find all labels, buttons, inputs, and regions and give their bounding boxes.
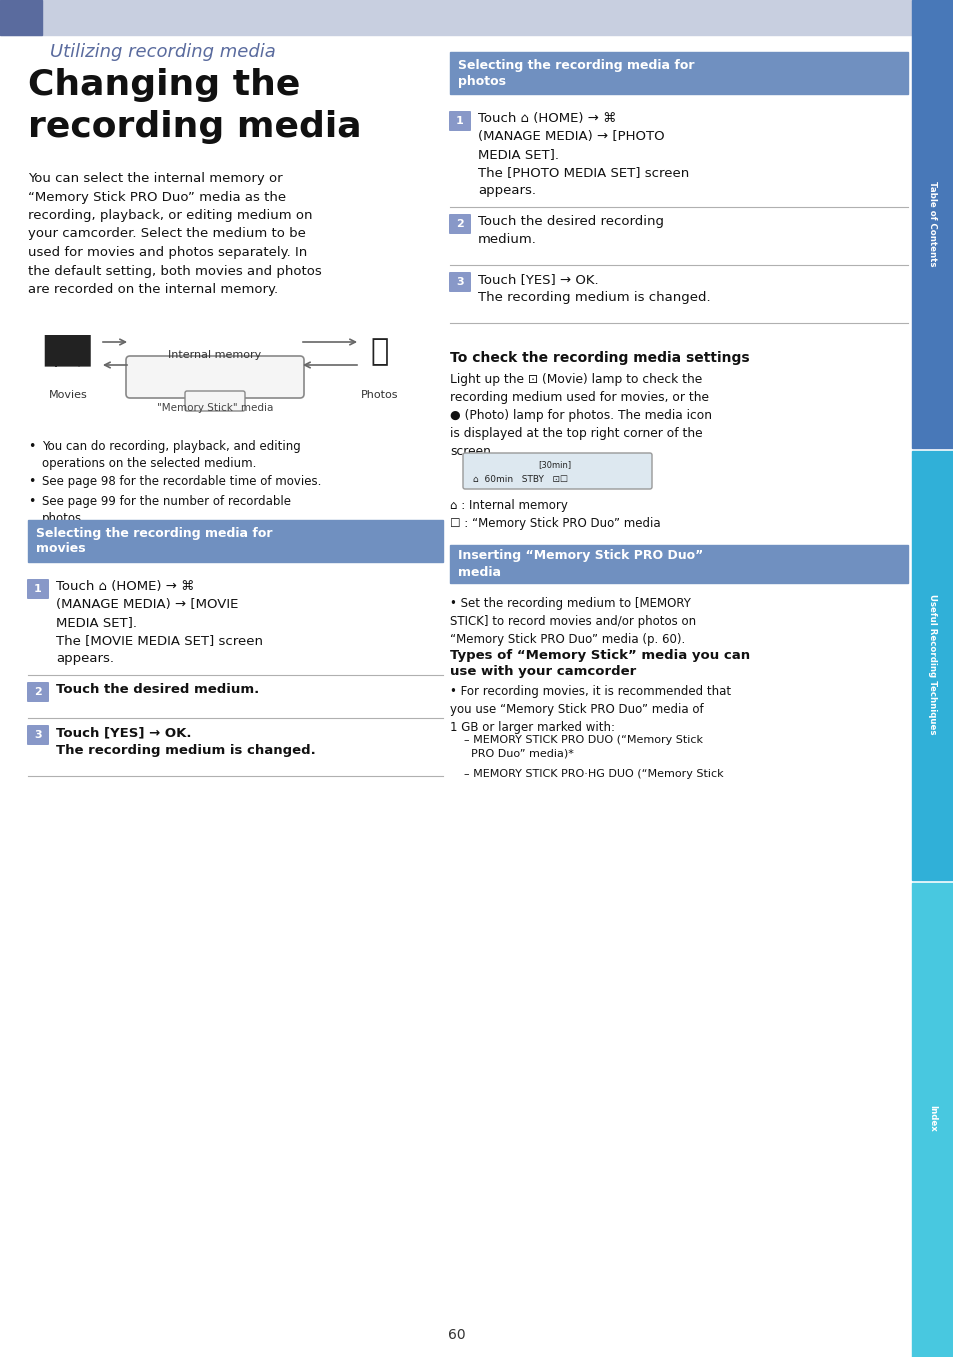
Text: •: • bbox=[28, 440, 35, 453]
Text: You can do recording, playback, and editing
operations on the selected medium.: You can do recording, playback, and edit… bbox=[42, 440, 300, 470]
Bar bbox=[0, 0, 953, 35]
Text: 2: 2 bbox=[34, 687, 42, 697]
Text: Selecting the recording media for
movies: Selecting the recording media for movies bbox=[36, 527, 273, 555]
Text: Movies: Movies bbox=[49, 389, 88, 400]
Text: 3: 3 bbox=[456, 277, 463, 286]
Text: 1: 1 bbox=[456, 115, 463, 126]
Text: – MEMORY STICK PRO DUO (“Memory Stick
      PRO Duo” media)*: – MEMORY STICK PRO DUO (“Memory Stick PR… bbox=[450, 735, 702, 759]
Text: "Memory Stick" media: "Memory Stick" media bbox=[156, 403, 273, 413]
Text: ⌂ : Internal memory: ⌂ : Internal memory bbox=[450, 499, 567, 512]
FancyBboxPatch shape bbox=[27, 579, 49, 598]
Text: Photos: Photos bbox=[361, 389, 398, 400]
Text: Touch [YES] → OK.
The recording medium is changed.: Touch [YES] → OK. The recording medium i… bbox=[56, 726, 315, 757]
Text: ⬛: ⬛ bbox=[371, 338, 389, 366]
Text: Utilizing recording media: Utilizing recording media bbox=[50, 43, 275, 61]
Text: See page 98 for the recordable time of movies.: See page 98 for the recordable time of m… bbox=[42, 475, 321, 489]
Text: Changing the: Changing the bbox=[28, 68, 300, 102]
Text: Selecting the recording media for
photos: Selecting the recording media for photos bbox=[457, 58, 694, 87]
Bar bbox=[450, 52, 907, 94]
Text: ⌂  60min   STBY   ⊡☐: ⌂ 60min STBY ⊡☐ bbox=[473, 475, 568, 483]
Bar bbox=[911, 883, 953, 1357]
Text: ☐ : “Memory Stick PRO Duo” media: ☐ : “Memory Stick PRO Duo” media bbox=[450, 517, 659, 531]
Bar bbox=[911, 451, 953, 879]
Text: 3: 3 bbox=[34, 730, 42, 740]
Text: • For recording movies, it is recommended that
you use “Memory Stick PRO Duo” me: • For recording movies, it is recommende… bbox=[450, 685, 730, 734]
Text: Useful Recording Techniques: Useful Recording Techniques bbox=[927, 594, 937, 734]
FancyBboxPatch shape bbox=[126, 356, 304, 398]
Text: 2: 2 bbox=[456, 218, 463, 229]
Text: See page 99 for the number of recordable
photos.: See page 99 for the number of recordable… bbox=[42, 495, 291, 525]
FancyBboxPatch shape bbox=[27, 725, 49, 745]
Text: Touch the desired medium.: Touch the desired medium. bbox=[56, 683, 259, 696]
Text: – MEMORY STICK PRO·HG DUO (“Memory Stick: – MEMORY STICK PRO·HG DUO (“Memory Stick bbox=[450, 769, 723, 779]
Text: Table of Contents: Table of Contents bbox=[927, 182, 937, 267]
Text: 60: 60 bbox=[448, 1329, 465, 1342]
FancyBboxPatch shape bbox=[449, 271, 471, 292]
Text: •: • bbox=[28, 495, 35, 508]
Text: recording media: recording media bbox=[28, 110, 361, 144]
Text: Index: Index bbox=[927, 1105, 937, 1132]
Text: Inserting “Memory Stick PRO Duo”
media: Inserting “Memory Stick PRO Duo” media bbox=[457, 550, 702, 578]
Text: You can select the internal memory or
“Memory Stick PRO Duo” media as the
record: You can select the internal memory or “M… bbox=[28, 172, 321, 296]
Text: Touch ⌂ (HOME) → ⌘
(MANAGE MEDIA) → [PHOTO
MEDIA SET].
The [PHOTO MEDIA SET] scr: Touch ⌂ (HOME) → ⌘ (MANAGE MEDIA) → [PHO… bbox=[477, 113, 688, 197]
FancyBboxPatch shape bbox=[449, 214, 471, 233]
Text: ▐█▌: ▐█▌ bbox=[32, 334, 103, 366]
Text: [30min]: [30min] bbox=[537, 460, 571, 470]
Bar bbox=[450, 546, 907, 584]
Bar bbox=[28, 520, 442, 562]
Text: •: • bbox=[28, 475, 35, 489]
Text: Light up the ⊡ (Movie) lamp to check the
recording medium used for movies, or th: Light up the ⊡ (Movie) lamp to check the… bbox=[450, 373, 711, 459]
Text: Touch ⌂ (HOME) → ⌘
(MANAGE MEDIA) → [MOVIE
MEDIA SET].
The [MOVIE MEDIA SET] scr: Touch ⌂ (HOME) → ⌘ (MANAGE MEDIA) → [MOV… bbox=[56, 579, 263, 665]
FancyBboxPatch shape bbox=[462, 453, 651, 489]
Text: Internal memory: Internal memory bbox=[168, 350, 261, 360]
Text: 1: 1 bbox=[34, 584, 42, 594]
Text: • Set the recording medium to [MEMORY
STICK] to record movies and/or photos on
“: • Set the recording medium to [MEMORY ST… bbox=[450, 597, 696, 646]
Bar bbox=[0, 0, 42, 35]
Text: Touch the desired recording
medium.: Touch the desired recording medium. bbox=[477, 214, 663, 246]
Text: Types of “Memory Stick” media you can
use with your camcorder: Types of “Memory Stick” media you can us… bbox=[450, 649, 749, 678]
FancyBboxPatch shape bbox=[449, 111, 471, 132]
FancyBboxPatch shape bbox=[27, 683, 49, 702]
Bar bbox=[911, 0, 953, 448]
FancyBboxPatch shape bbox=[185, 391, 245, 411]
Text: Touch [YES] → OK.
The recording medium is changed.: Touch [YES] → OK. The recording medium i… bbox=[477, 273, 710, 304]
Text: To check the recording media settings: To check the recording media settings bbox=[450, 351, 749, 365]
